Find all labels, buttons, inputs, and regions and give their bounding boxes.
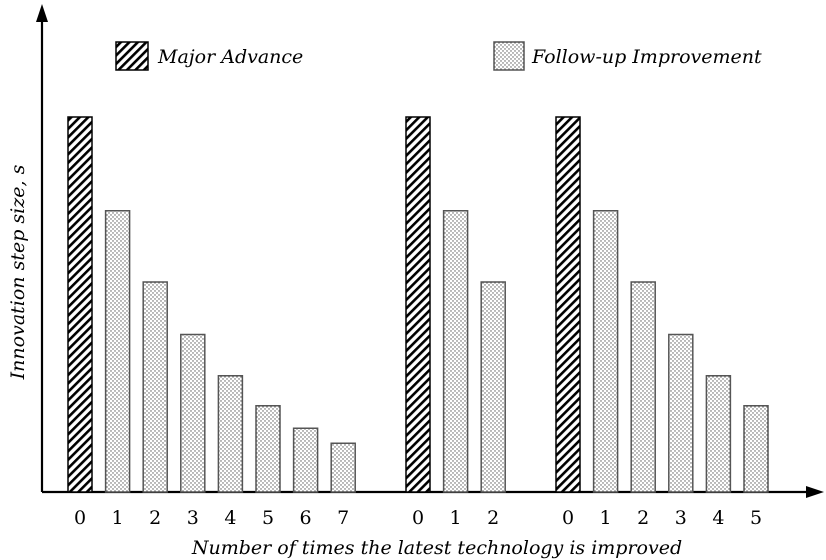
- x-tick-label: 7: [337, 507, 349, 529]
- legend-label-follow-up-improvement: Follow-up Improvement: [531, 46, 762, 68]
- bar-group1-2-follow-up: [142, 281, 168, 493]
- x-tick-label: 0: [74, 507, 86, 529]
- bar-group1-6-follow-up: [292, 427, 319, 493]
- bar-group3-5-follow-up: [743, 405, 769, 493]
- x-tick-label: 2: [149, 507, 161, 529]
- x-tick-label: 1: [112, 507, 124, 529]
- x-axis-arrow: [806, 486, 824, 498]
- bar-group1-5-follow-up: [255, 405, 281, 493]
- bars: [67, 116, 769, 493]
- x-tick-labels: 0 1 2 3 4 5 6 7 0 1 2 0 1 2 3 4 5: [74, 507, 762, 529]
- legend-label-major-advance: Major Advance: [157, 46, 303, 68]
- bar-group3-0-major-advance: [555, 116, 581, 493]
- x-tick-label: 0: [562, 507, 574, 529]
- x-tick-label: 3: [675, 507, 687, 529]
- x-tick-label: 1: [450, 507, 462, 529]
- x-tick-label: 3: [187, 507, 199, 529]
- x-tick-label: 1: [600, 507, 612, 529]
- x-tick-label: 6: [300, 507, 312, 529]
- bar-group3-1-follow-up: [592, 210, 619, 493]
- legend: Major Advance Follow-up Improvement: [115, 41, 762, 71]
- y-axis-arrow: [36, 4, 48, 22]
- bar-group2-1-follow-up: [442, 210, 469, 493]
- bar-group3-3-follow-up: [668, 333, 694, 493]
- legend-swatch-major-advance: [115, 41, 149, 71]
- bar-group1-3-follow-up: [180, 333, 206, 493]
- y-axis-title: Innovation step size, s: [7, 164, 29, 380]
- x-tick-label: 4: [712, 507, 724, 529]
- x-tick-label: 4: [224, 507, 236, 529]
- x-tick-label: 5: [262, 507, 274, 529]
- bar-group2-2-follow-up: [480, 281, 506, 493]
- bar-group1-1-follow-up: [104, 210, 131, 493]
- x-tick-label: 2: [487, 507, 499, 529]
- x-axis-title: Number of times the latest technology is…: [191, 537, 682, 559]
- x-tick-label: 5: [750, 507, 762, 529]
- bar-group1-4-follow-up: [217, 375, 244, 493]
- bar-group1-7-follow-up: [330, 442, 356, 493]
- x-tick-label: 2: [637, 507, 649, 529]
- bar-group2-0-major-advance: [405, 116, 431, 493]
- legend-swatch-follow-up-improvement: [493, 41, 525, 71]
- x-tick-label: 0: [412, 507, 424, 529]
- bar-group1-0-major-advance: [67, 116, 93, 493]
- bar-group3-4-follow-up: [705, 375, 732, 493]
- bar-group3-2-follow-up: [630, 281, 656, 493]
